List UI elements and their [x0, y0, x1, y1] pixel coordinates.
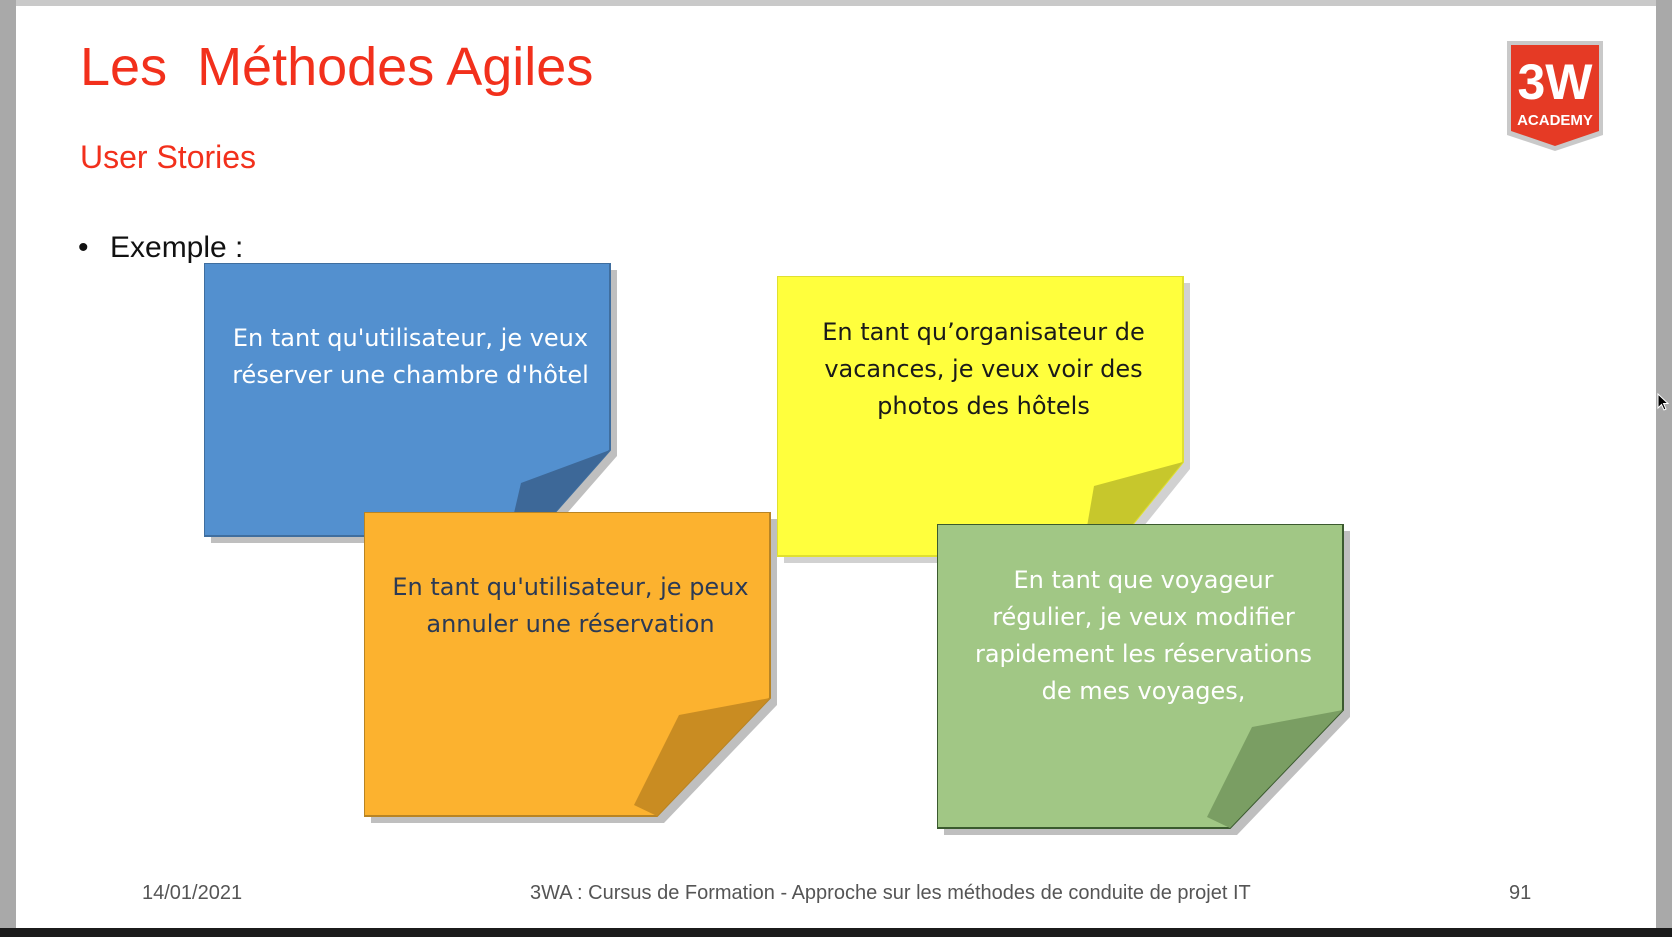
- window-left-border: [0, 0, 16, 928]
- note-line: de mes voyages,: [1041, 677, 1246, 705]
- logo-3w-text: 3W: [1518, 54, 1594, 110]
- note-line: réserver une chambre d'hôtel: [232, 361, 589, 389]
- note-line: En tant qu'utilisateur, je peux: [392, 573, 749, 601]
- note-line: En tant qu’organisateur de: [822, 318, 1145, 346]
- footer-course-title: 3WA : Cursus de Formation - Approche sur…: [530, 882, 1251, 904]
- note-line: vacances, je veux voir des: [824, 355, 1143, 383]
- slide-subtitle: User Stories: [80, 139, 257, 175]
- slide-title: Les Méthodes Agiles: [80, 37, 594, 97]
- note-line: rapidement les réservations: [974, 640, 1313, 668]
- slide: Les Méthodes Agiles User Stories • Exempl…: [16, 6, 1656, 928]
- academy-logo: 3W ACADEMY: [1505, 39, 1605, 158]
- note-text-4: En tant que voyageur régulier, je veux m…: [947, 562, 1340, 710]
- bullet-dot-icon: •: [78, 231, 89, 264]
- sticky-note-orange: En tant qu'utilisateur, je peux annuler …: [364, 512, 777, 826]
- logo-academy-text: ACADEMY: [1517, 112, 1593, 129]
- note-text-3: En tant qu'utilisateur, je peux annuler …: [374, 569, 767, 643]
- mouse-pointer-icon: [1657, 392, 1670, 416]
- note-line: En tant qu'utilisateur, je veux: [232, 324, 589, 352]
- sticky-note-blue: En tant qu'utilisateur, je veux réserver…: [204, 263, 617, 575]
- note-line: régulier, je veux modifier: [992, 603, 1295, 631]
- window-right-border: [1656, 0, 1672, 928]
- sticky-note-yellow: En tant qu’organisateur de vacances, je …: [777, 276, 1190, 590]
- note-text-2: En tant qu’organisateur de vacances, je …: [787, 314, 1180, 425]
- note-line: En tant que voyageur: [1013, 566, 1274, 594]
- note-text-1: En tant qu'utilisateur, je veux réserver…: [214, 320, 607, 394]
- note-line: annuler une réservation: [426, 610, 715, 638]
- note-line: photos des hôtels: [877, 392, 1090, 420]
- window-top-border: [0, 0, 1672, 6]
- bullet-item: • Exemple :: [78, 231, 243, 265]
- bullet-text: Exemple :: [110, 231, 244, 264]
- footer-page-number: 91: [1509, 882, 1532, 904]
- sticky-note-green: En tant que voyageur régulier, je veux m…: [937, 524, 1350, 838]
- footer-date: 14/01/2021: [142, 882, 243, 904]
